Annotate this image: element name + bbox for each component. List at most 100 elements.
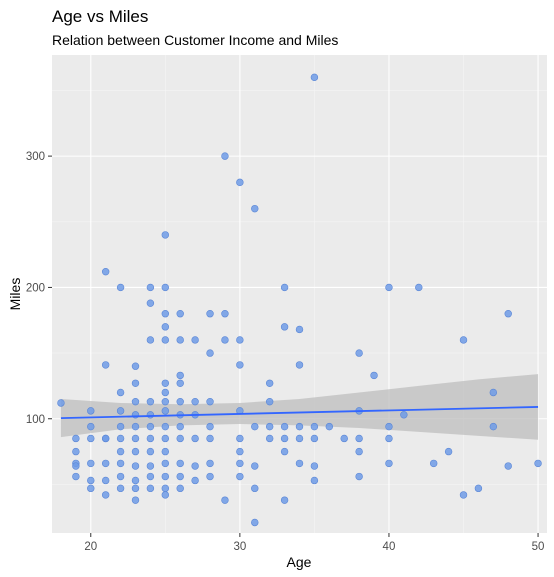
data-point [251, 518, 259, 527]
data-point [131, 496, 140, 504]
data-point [176, 472, 184, 481]
data-point [265, 397, 274, 406]
data-point [161, 283, 170, 292]
data-point [400, 411, 408, 419]
data-point [236, 361, 244, 369]
minor-gridlines [52, 55, 547, 533]
data-point [146, 336, 155, 344]
data-point [280, 496, 289, 504]
data-point [534, 459, 542, 468]
data-point [415, 283, 423, 292]
data-point [131, 379, 140, 387]
data-point [325, 422, 334, 431]
data-point [176, 379, 184, 387]
data-point [131, 447, 140, 456]
data-point [251, 462, 259, 470]
data-point [295, 459, 304, 468]
data-point [116, 388, 125, 397]
data-point [146, 484, 155, 493]
data-point [146, 462, 155, 470]
data-point [265, 379, 274, 387]
data-point [236, 472, 244, 481]
fit-line [60, 406, 539, 419]
data-point [191, 462, 199, 470]
data-point [310, 73, 319, 82]
data-point [221, 496, 229, 504]
data-point [161, 336, 170, 344]
data-point [146, 299, 155, 307]
data-point [310, 462, 319, 470]
data-point [429, 459, 438, 468]
data-point [116, 434, 125, 443]
data-point [176, 459, 184, 468]
data-point [161, 388, 170, 397]
data-point [265, 434, 274, 443]
data-point [236, 178, 244, 187]
data-point [459, 491, 468, 499]
data-point [72, 447, 80, 456]
data-point [87, 459, 95, 468]
data-point [131, 434, 140, 443]
data-point [474, 484, 483, 493]
data-point [87, 434, 95, 443]
y-tick-label: 100 [26, 414, 45, 426]
x-tick-label: 20 [84, 541, 97, 553]
data-point [355, 349, 363, 357]
data-point [161, 323, 170, 331]
data-point [87, 422, 95, 431]
data-point [176, 336, 184, 344]
y-axis-title: Miles [7, 278, 23, 311]
data-point [206, 422, 214, 431]
data-point [161, 379, 170, 387]
data-point [57, 399, 65, 407]
data-point [265, 422, 274, 431]
data-point [370, 371, 378, 380]
data-point [161, 407, 170, 415]
data-point [131, 362, 140, 370]
data-point [355, 434, 363, 443]
data-point [176, 434, 184, 443]
data-point [146, 411, 155, 419]
data-point [385, 422, 393, 431]
data-point [251, 204, 259, 213]
data-point [236, 336, 244, 344]
data-point [191, 397, 199, 406]
data-point [280, 323, 289, 331]
data-point [206, 349, 214, 357]
data-point [176, 310, 184, 318]
data-point [236, 447, 244, 456]
data-point [385, 283, 393, 292]
data-point [280, 283, 289, 292]
data-point [176, 484, 184, 493]
data-point [504, 310, 512, 318]
data-point [206, 310, 214, 318]
data-point [131, 476, 140, 485]
data-point [101, 459, 110, 468]
data-point [206, 397, 214, 406]
y-axis-ticks: 100 200 300 [26, 151, 52, 426]
data-point [146, 472, 155, 481]
data-point [310, 422, 319, 431]
data-point [489, 422, 498, 431]
data-point [236, 434, 244, 443]
x-axis-ticks: 20 30 40 50 [84, 533, 544, 553]
data-point [116, 447, 125, 456]
data-point [87, 407, 95, 415]
data-point [295, 434, 304, 443]
data-point [146, 422, 155, 431]
data-point [101, 434, 110, 443]
x-tick-label: 50 [532, 541, 545, 553]
data-point [116, 484, 125, 493]
data-point [116, 459, 125, 468]
data-point [131, 397, 140, 406]
data-point [280, 422, 289, 431]
data-point [191, 476, 199, 485]
data-point [295, 325, 304, 334]
data-point [161, 397, 170, 406]
data-point [161, 231, 170, 239]
data-point [72, 462, 80, 470]
data-point [310, 434, 319, 443]
data-point [191, 434, 199, 443]
data-point [221, 336, 229, 344]
